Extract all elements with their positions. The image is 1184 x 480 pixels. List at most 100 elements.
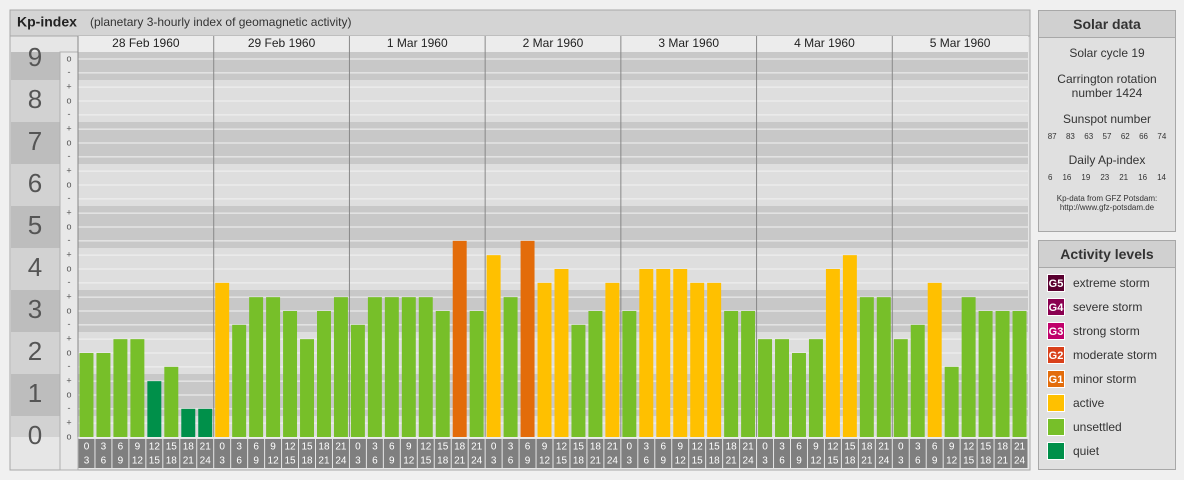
y-tick-label: 7 <box>28 126 42 156</box>
panel-title: Activity levels <box>1039 241 1175 268</box>
ap-value: 16 <box>1062 173 1072 182</box>
ap-row: 6 16 19 23 21 16 14 <box>1043 173 1171 182</box>
level-item: G5 extreme storm <box>1047 274 1175 292</box>
ap-value: 23 <box>1100 173 1110 182</box>
hour-cell <box>638 439 655 468</box>
hour-from: 6 <box>389 442 395 453</box>
bar <box>775 339 789 437</box>
day-label: 28 Feb 1960 <box>112 36 180 50</box>
hour-to: 15 <box>556 456 568 467</box>
hour-to: 24 <box>743 456 755 467</box>
hour-from: 15 <box>980 442 992 453</box>
bar <box>350 324 365 437</box>
hour-to: 24 <box>200 456 212 467</box>
sunspot-title: Sunspot number <box>1062 112 1152 126</box>
bar <box>724 311 739 437</box>
level-label: severe storm <box>1073 300 1143 314</box>
hour-to: 18 <box>709 456 721 467</box>
panel-title: Solar data <box>1039 11 1175 38</box>
level-swatch: G5 <box>1047 274 1065 292</box>
hour-to: 24 <box>1014 456 1026 467</box>
hour-cell <box>723 439 740 468</box>
minor-tick-label: + <box>66 250 71 260</box>
hour-to: 18 <box>166 456 178 467</box>
hour-cell <box>146 439 163 468</box>
hour-cell <box>400 439 417 468</box>
ap-value: 16 <box>1138 173 1148 182</box>
hour-to: 6 <box>101 456 107 467</box>
hour-from: 3 <box>779 442 785 453</box>
hour-cell <box>943 439 960 468</box>
minor-tick-label: + <box>66 376 71 386</box>
bar <box>927 282 942 437</box>
minor-tick-label: + <box>66 208 71 218</box>
bar <box>707 282 722 437</box>
hour-to: 24 <box>607 456 619 467</box>
day-header <box>213 36 350 52</box>
hour-to: 9 <box>932 456 938 467</box>
hour-from: 21 <box>335 442 347 453</box>
hour-from: 0 <box>219 442 225 453</box>
sunspot-value: 83 <box>1065 132 1075 141</box>
hour-to: 24 <box>471 456 483 467</box>
level-item: G2 moderate storm <box>1047 346 1175 364</box>
bar <box>503 297 518 437</box>
hour-from: 15 <box>844 442 856 453</box>
hour-from: 21 <box>471 442 483 453</box>
hour-to: 15 <box>420 456 432 467</box>
hour-cell <box>112 439 129 468</box>
hour-from: 3 <box>644 442 650 453</box>
minor-tick-label: o <box>66 263 71 273</box>
hour-cell <box>892 439 909 468</box>
hour-cell <box>383 439 400 468</box>
level-item: G4 severe storm <box>1047 298 1175 316</box>
bar <box>622 311 637 437</box>
bar <box>639 269 654 437</box>
bar <box>910 324 925 437</box>
ap-value: 14 <box>1157 173 1166 182</box>
bar <box>452 240 467 437</box>
level-list: G5 extreme storm G4 severe storm G3 strong st… <box>1039 274 1175 460</box>
y-tick-label: 5 <box>28 210 42 240</box>
hour-cell <box>78 439 95 468</box>
hour-from: 9 <box>813 442 819 453</box>
band <box>78 52 1028 80</box>
hour-from: 3 <box>101 442 107 453</box>
hour-to: 21 <box>454 456 466 467</box>
minor-tick-label: o <box>66 431 71 441</box>
solar-cycle: Solar cycle 19 <box>1069 46 1145 60</box>
hour-to: 9 <box>525 456 531 467</box>
hour-cell <box>536 439 553 468</box>
y-tick-label: 8 <box>28 84 42 114</box>
minor-tick-label: - <box>68 403 71 413</box>
hour-to: 6 <box>236 456 242 467</box>
hour-from: 21 <box>200 442 212 453</box>
y-tick-label: 3 <box>28 294 42 324</box>
hour-cell <box>316 439 332 468</box>
hour-to: 9 <box>253 456 259 467</box>
y-tick-label: 4 <box>28 252 42 282</box>
hour-from: 21 <box>743 442 755 453</box>
minor-tick-label: o <box>66 221 71 231</box>
level-swatch: G2 <box>1047 346 1065 364</box>
minor-tick-label: - <box>68 277 71 287</box>
ap-title: Daily Ap-index <box>1068 153 1146 167</box>
hour-to: 6 <box>915 456 921 467</box>
bar <box>808 339 823 437</box>
minor-tick-label: o <box>66 137 71 147</box>
hour-cell <box>1011 439 1028 468</box>
level-item: quiet <box>1047 442 1175 460</box>
bar <box>401 297 416 437</box>
hour-to: 15 <box>149 456 161 467</box>
hour-to: 12 <box>946 456 958 467</box>
day-header <box>349 36 486 52</box>
hour-cell <box>807 439 824 468</box>
hour-to: 18 <box>844 456 856 467</box>
hour-to: 3 <box>627 456 633 467</box>
hour-from: 6 <box>253 442 259 453</box>
hour-cell <box>468 439 485 468</box>
hour-from: 0 <box>84 442 90 453</box>
sunspot-value: 74 <box>1157 132 1167 141</box>
hour-from: 6 <box>525 442 531 453</box>
bar <box>435 311 450 437</box>
